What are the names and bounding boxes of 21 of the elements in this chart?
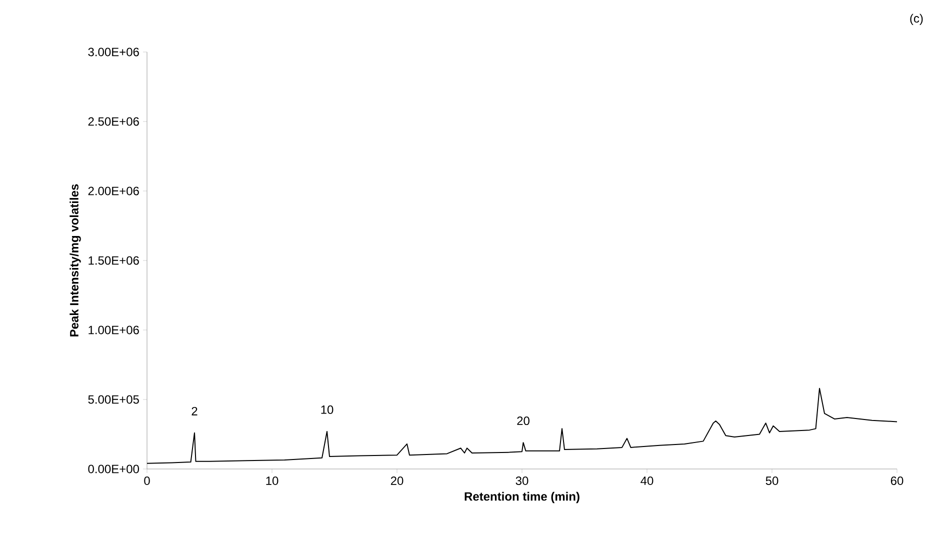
x-tick-label: 60 <box>890 476 904 486</box>
x-tick-label: 30 <box>516 476 528 486</box>
y-tick-label: 0.00E+00 <box>88 464 140 474</box>
annotation: 2 <box>192 406 198 416</box>
line-series <box>146 388 898 464</box>
y-tick-label: 1.00E+06 <box>88 326 139 334</box>
x-tick-label: 50 <box>766 476 778 486</box>
x-tick-label: 20 <box>390 476 404 486</box>
x-axis-title: Retention time (min) <box>464 492 580 504</box>
x-tick-label: 0 <box>144 476 150 486</box>
text: (c) <box>910 14 923 25</box>
y-axis-title: Peak Intensity/mg volatiles <box>70 184 81 336</box>
y-tick-label: 1.50E+06 <box>88 256 139 265</box>
y-tick-label: 2.00E+06 <box>88 186 139 196</box>
y-tick-label: 5.00E+05 <box>88 395 139 404</box>
annotation: 10 <box>321 405 334 414</box>
annotation: 20 <box>517 416 530 426</box>
y-tick-label: 2.50E+06 <box>88 117 139 126</box>
x-tick-label: 10 <box>266 476 278 486</box>
x-tick-label: 40 <box>640 476 654 486</box>
y-tick-label: 3.00E+06 <box>88 48 139 56</box>
